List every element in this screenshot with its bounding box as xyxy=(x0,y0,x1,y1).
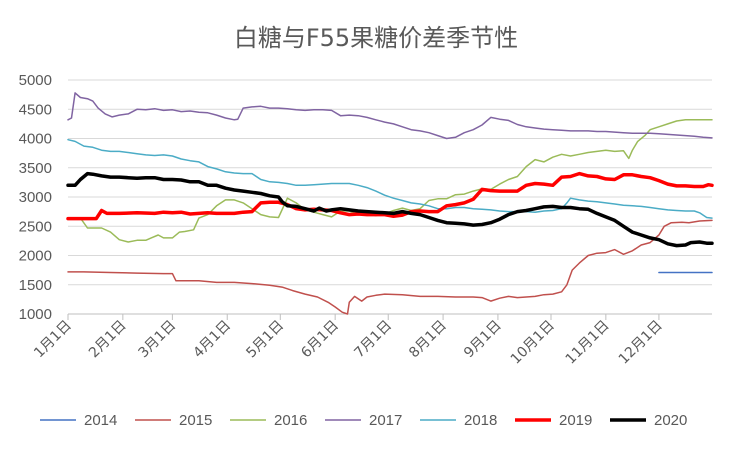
y-tick-label: 3000 xyxy=(19,189,52,206)
x-tick-label: 7月1日 xyxy=(351,318,395,362)
x-tick-label: 5月1日 xyxy=(243,318,287,362)
x-axis-ticks: 1月1日 2月1日 3月1日 4月1日 5月1日 6月1日 7月1日 8月1日 9月1日 10月1… xyxy=(31,314,666,368)
legend-label: 2018 xyxy=(464,412,497,429)
x-tick-label: 2月1日 xyxy=(86,318,130,362)
legend-label: 2015 xyxy=(179,412,212,429)
legend-label: 2017 xyxy=(369,412,402,429)
series-lines xyxy=(66,92,714,315)
legend-label: 2014 xyxy=(84,412,117,429)
series-line-2018 xyxy=(67,138,713,219)
y-tick-label: 4500 xyxy=(19,101,52,118)
y-tick-label: 2500 xyxy=(19,218,52,235)
y-tick-label: 1000 xyxy=(19,306,52,323)
series-line-2015 xyxy=(67,219,713,315)
y-tick-label: 2000 xyxy=(19,248,52,265)
x-tick-label: 8月1日 xyxy=(406,318,450,362)
x-tick-label: 1月1日 xyxy=(31,318,75,362)
y-tick-label: 1500 xyxy=(19,277,52,294)
legend-label: 2019 xyxy=(559,412,592,429)
legend: 2014 2015 2016 2017 2018 2019 2020 xyxy=(40,412,687,429)
x-tick-label: 12月1日 xyxy=(616,318,666,368)
x-tick-label: 11月1日 xyxy=(563,318,613,368)
x-tick-label: 10月1日 xyxy=(508,318,558,368)
legend-label: 2020 xyxy=(654,412,687,429)
y-axis-ticks: 1000 1500 2000 2500 3000 3500 4000 4500 5000 xyxy=(19,72,52,323)
y-tick-label: 5000 xyxy=(19,72,52,89)
x-tick-label: 9月1日 xyxy=(461,318,505,362)
y-tick-label: 3500 xyxy=(19,160,52,177)
y-tick-label: 4000 xyxy=(19,131,52,148)
x-tick-label: 3月1日 xyxy=(135,318,179,362)
series-line-2020 xyxy=(66,171,714,248)
series-line-2016 xyxy=(67,119,713,243)
x-tick-label: 4月1日 xyxy=(190,318,234,362)
legend-label: 2016 xyxy=(274,412,307,429)
series-line-2017 xyxy=(67,92,713,140)
chart-title: 白糖与F55果糖价差季节性 xyxy=(234,24,518,52)
x-tick-label: 6月1日 xyxy=(298,318,342,362)
